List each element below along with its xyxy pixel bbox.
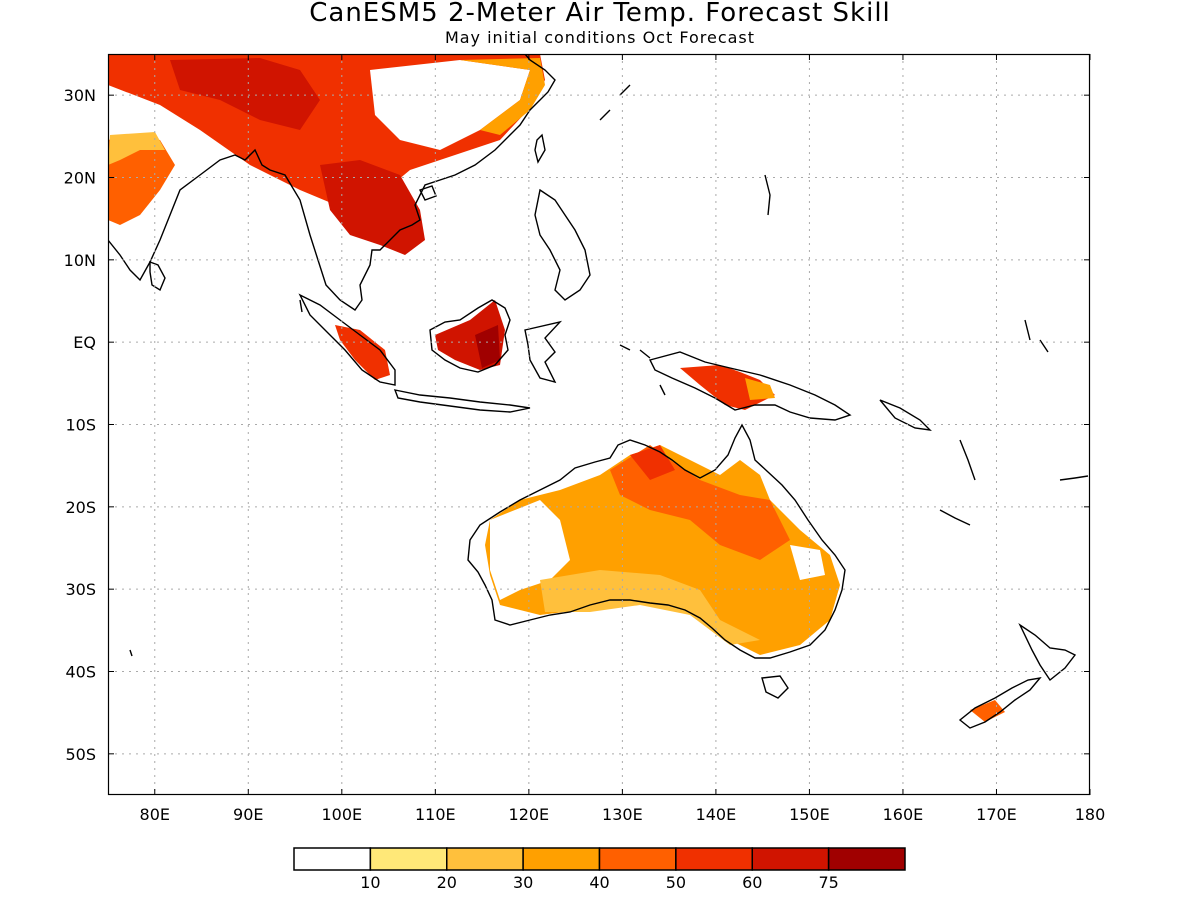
coastline-sri-lanka [149, 260, 166, 292]
colorbar: 10 20 30 40 50 60 75 [293, 847, 906, 892]
lat-tick-label: 10N [64, 251, 96, 270]
lon-tick-label: 120E [509, 805, 550, 824]
skill-region-india-light [108, 132, 165, 165]
skill-shading [108, 54, 1005, 722]
lon-tick-label: 110E [415, 805, 456, 824]
coastline-hainan [419, 185, 437, 201]
colorbar-swatch [446, 847, 524, 871]
lon-tick-label: 140E [696, 805, 737, 824]
lon-tick-label: 180 [1075, 805, 1106, 824]
colorbar-label: 75 [818, 873, 838, 892]
lon-tick-label: 80E [140, 805, 170, 824]
coastline-asia [108, 54, 556, 311]
skill-region-australia-south [540, 570, 760, 645]
coastline-java [393, 389, 531, 413]
lat-tick-label: 40S [65, 663, 96, 682]
colorbar-label: 60 [742, 873, 762, 892]
axis-ticks: 30N 20N 10N EQ 10S 20S 30S 40S 50S 80E 90E 100E 110E… [64, 54, 1106, 824]
colorbar-swatch [293, 847, 372, 871]
skill-region-australia-west-white [490, 500, 570, 600]
coastline-new-guinea [648, 351, 852, 421]
lat-tick-label: 20N [64, 169, 96, 188]
skill-region-new-zealand [970, 700, 1005, 722]
lat-tick-label: 10S [65, 416, 96, 435]
lon-tick-label: 130E [602, 805, 643, 824]
coastline-taiwan [534, 133, 546, 164]
coastline-islands [129, 84, 1089, 657]
lat-tick-label: 30S [65, 580, 96, 599]
coastline-tasmania [761, 675, 789, 699]
skill-region-new-guinea-edge [745, 378, 775, 400]
coastline-australia [467, 423, 846, 659]
colorbar-label: 10 [360, 873, 380, 892]
lat-tick-label: 20S [65, 498, 96, 517]
colorbar-swatch [751, 847, 830, 871]
map-title: CanESM5 2-Meter Air Temp. Forecast Skill [309, 0, 891, 28]
coastlines [108, 54, 1089, 729]
colorbar-swatch [598, 847, 677, 871]
lon-tick-label: 170E [976, 805, 1017, 824]
coastline-borneo [429, 299, 511, 373]
map-subtitle: May initial conditions Oct Forecast [444, 28, 756, 47]
lon-tick-label: 160E [883, 805, 924, 824]
lon-tick-label: 100E [321, 805, 362, 824]
graticule [108, 54, 1090, 795]
colorbar-swatch [827, 847, 906, 871]
coastline-nz-north [1018, 623, 1077, 682]
coastline-sulawesi [524, 320, 563, 384]
lon-tick-label: 90E [233, 805, 263, 824]
coastline-philippines [534, 188, 591, 301]
skill-region-borneo-core [475, 325, 500, 368]
lat-tick-label: 50S [65, 745, 96, 764]
skill-region-china-white [370, 60, 530, 150]
skill-region-indochina [320, 160, 425, 255]
colorbar-label: 20 [437, 873, 457, 892]
map-frame [107, 53, 1091, 796]
skill-region-sumatra [335, 325, 390, 380]
lat-tick-label: EQ [73, 333, 96, 352]
colorbar-swatch [522, 847, 601, 871]
colorbar-swatch [675, 847, 753, 871]
colorbar-label: 50 [666, 873, 686, 892]
colorbar-swatch [369, 847, 448, 871]
skill-region-china-edge [460, 58, 545, 135]
coastline-solomon [879, 399, 932, 431]
lat-tick-label: 30N [64, 86, 96, 105]
colorbar-label: 30 [513, 873, 533, 892]
colorbar-label: 40 [589, 873, 609, 892]
skill-region-china-core [170, 58, 320, 130]
coastline-nz-south [958, 676, 1042, 729]
lon-tick-label: 150E [789, 805, 830, 824]
skill-region-australia-east-white [790, 545, 825, 580]
coastline-sumatra [298, 293, 396, 386]
